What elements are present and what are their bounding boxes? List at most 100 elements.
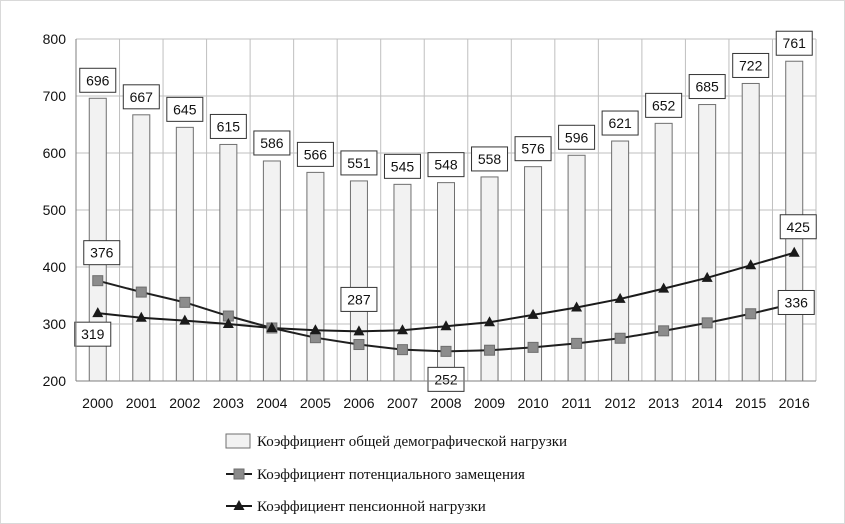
x-tick-label: 2016 [779, 395, 810, 411]
legend-layer: Коэффициент общей демографической нагруз… [225, 433, 567, 515]
bar-value-label-box [166, 96, 204, 122]
y-tick-label: 500 [43, 202, 67, 218]
replacement-point [527, 341, 539, 353]
bar-value-label-box [471, 146, 509, 172]
marker-layer [92, 246, 800, 357]
bar-value-label-box [383, 153, 421, 179]
bar-value-label: 645 [173, 101, 197, 117]
pension-point [745, 259, 757, 270]
bar [654, 122, 673, 382]
pension-point [309, 324, 321, 335]
legend-key-square-marker [233, 468, 245, 480]
replacement-point [484, 344, 496, 356]
bar-value-label: 696 [86, 72, 110, 88]
pension-point [266, 321, 278, 332]
pension-point [396, 324, 408, 335]
bar-value-label: 722 [739, 57, 763, 73]
x-tick-label: 2015 [735, 395, 766, 411]
bar-value-label-box [253, 130, 291, 156]
replacement-point [92, 275, 104, 287]
bar-value-label: 545 [391, 158, 415, 174]
point-value-label: 376 [90, 245, 114, 261]
bar [698, 104, 717, 382]
point-value-label: 336 [785, 294, 809, 310]
point-value-label-box [779, 214, 817, 240]
pension-point [788, 246, 800, 257]
point-value-label: 252 [434, 371, 458, 387]
x-tick-label: 2001 [126, 395, 157, 411]
bar [306, 171, 325, 382]
pension-point [179, 314, 191, 325]
bar-value-label: 685 [695, 79, 719, 95]
replacement-point [658, 325, 670, 337]
x-tick-label: 2005 [300, 395, 331, 411]
point-value-label-box [427, 366, 465, 392]
pension-point [484, 316, 496, 327]
replacement-point [614, 332, 626, 344]
grid-layer [75, 38, 817, 382]
replacement-point [701, 317, 713, 329]
point-value-label-box [340, 286, 378, 312]
y-tick-label: 600 [43, 145, 67, 161]
bar-value-label: 667 [130, 89, 154, 105]
x-tick-label: 2003 [213, 395, 244, 411]
bar-value-label: 566 [304, 146, 328, 162]
bar-value-label-box [514, 136, 552, 162]
x-tick-label: 2006 [343, 395, 374, 411]
pension-point [353, 325, 365, 336]
x-tick-label: 2007 [387, 395, 418, 411]
x-tick-label: 2013 [648, 395, 679, 411]
bar-value-label: 615 [217, 118, 241, 134]
pension-point [222, 318, 234, 328]
legend-label: Коэффициент потенциального замещения [257, 467, 525, 483]
bar-value-label: 596 [565, 129, 589, 145]
bar-value-label-box [122, 84, 160, 110]
x-tick-label: 2002 [169, 395, 200, 411]
x-tick-label: 2012 [605, 395, 636, 411]
y-tick-label: 700 [43, 88, 67, 104]
bar [132, 114, 151, 382]
pension-point [658, 282, 670, 293]
label-layer: 696 667 645 615 586 566 551 545 548 558 576 596 621 6… [74, 30, 817, 392]
bar-value-label: 548 [434, 157, 458, 173]
pension-point [527, 308, 539, 319]
bar-value-label: 761 [783, 35, 807, 51]
bar-value-label: 576 [521, 141, 545, 157]
x-tick-label: 2008 [430, 395, 461, 411]
bar [262, 160, 281, 382]
bar-value-label: 621 [608, 115, 632, 131]
bar [349, 180, 368, 382]
y-tick-label: 400 [43, 259, 67, 275]
x-tick-label: 2009 [474, 395, 505, 411]
legend-key-triangle-marker [233, 500, 245, 510]
point-value-label: 425 [787, 219, 811, 235]
replacement-point [179, 296, 191, 308]
point-value-label-box [74, 321, 112, 347]
bar-value-label-box [427, 152, 465, 178]
x-tick-label: 2014 [692, 395, 723, 411]
pension-point [701, 271, 713, 282]
y-tick-label: 800 [43, 31, 67, 47]
bar [175, 126, 194, 382]
pension-point [92, 307, 104, 318]
bar-value-label-box [732, 52, 770, 78]
bar-value-label-box [296, 141, 334, 167]
bar-value-label-box [775, 30, 813, 56]
point-value-label: 319 [81, 326, 105, 342]
replacement-point [135, 286, 147, 298]
replacement-point [353, 339, 365, 351]
x-tick-label: 2010 [517, 395, 548, 411]
bar-value-label-box [558, 124, 596, 150]
legend-label: Коэффициент общей демографической нагруз… [257, 434, 567, 450]
pension-point [571, 301, 583, 312]
bar-value-label-box [601, 110, 639, 136]
replacement-point [440, 345, 452, 357]
bar-value-label-box [340, 150, 378, 176]
bar-value-label: 652 [652, 97, 676, 113]
axis-layer: 200 300 400 500 600 700 800 2000 2001 2002 2003 200… [43, 31, 816, 411]
x-tick-label: 2011 [562, 395, 592, 411]
bar [741, 82, 760, 382]
bar [219, 143, 238, 382]
